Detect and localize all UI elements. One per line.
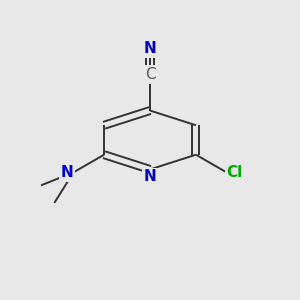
Text: N: N [61, 165, 74, 180]
Text: N: N [144, 41, 156, 56]
Text: Cl: Cl [226, 165, 243, 180]
Text: N: N [144, 169, 156, 184]
Text: C: C [145, 67, 155, 82]
